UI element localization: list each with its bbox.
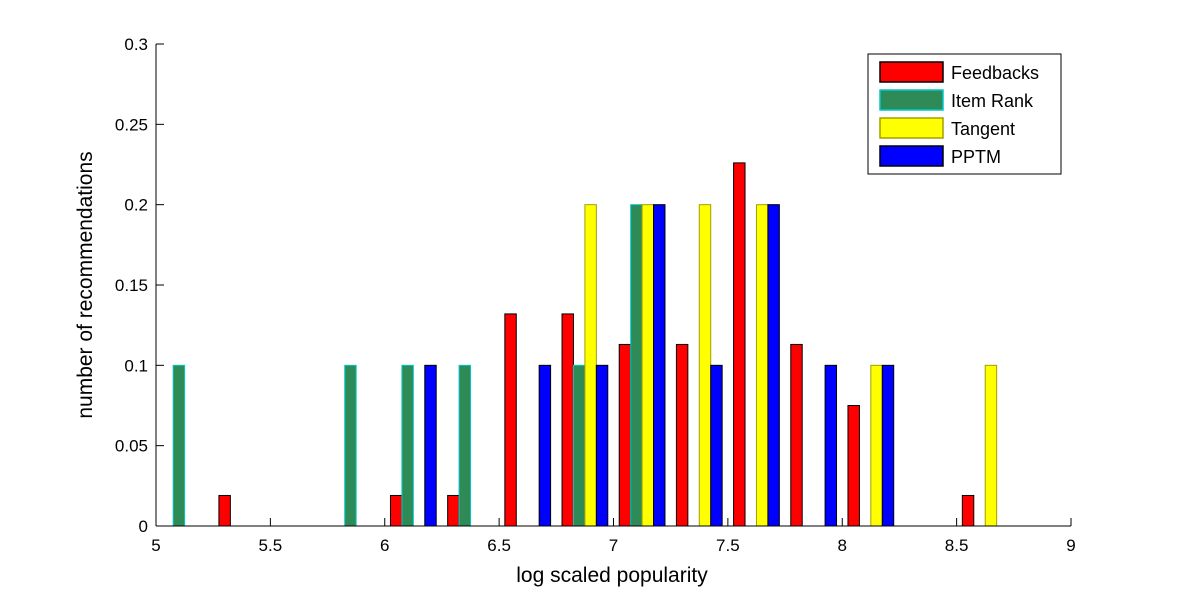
legend-swatch-item-rank [879, 89, 944, 111]
bar-pptm-4 [424, 364, 437, 527]
x-tick-label: 8.5 [945, 536, 969, 555]
bar-feedbacks-6 [504, 313, 517, 527]
bar-item-rank-4 [401, 364, 414, 527]
bar-tangent-10 [755, 204, 769, 527]
y-tick-label: 0.15 [115, 276, 148, 295]
bar-feedbacks-10 [733, 162, 746, 527]
bar-feedbacks-8 [618, 343, 632, 527]
y-tick-label: 0.05 [115, 437, 148, 456]
bar-pptm-9 [710, 364, 723, 527]
bar-item-rank-3 [344, 364, 357, 527]
y-axis-label: number of recommendations [74, 151, 97, 418]
x-ticks-group: 5 5.5 6 6.5 7 7.5 8 8.5 9 [151, 518, 1076, 555]
x-tick-label: 7 [609, 536, 618, 555]
y-tick-label: 0.3 [124, 35, 148, 54]
legend-swatch-feedbacks [879, 61, 944, 83]
y-tick-label: 0.1 [124, 356, 148, 375]
x-tick-label: 8 [838, 536, 847, 555]
x-axis-label: log scaled popularity [516, 564, 708, 587]
legend-label-item-rank: Item Rank [951, 91, 1034, 111]
bar-pptm-12 [881, 364, 895, 527]
bar-feedbacks-11 [790, 343, 803, 527]
bar-item-rank-7 [572, 364, 586, 527]
x-tick-label: 5.5 [259, 536, 283, 555]
bar-item-rank-8 [630, 204, 643, 527]
bar-feedbacks-5 [447, 494, 460, 527]
bar-feedbacks-7 [561, 313, 574, 527]
legend: Feedbacks Item Rank Tangent PPTM [867, 53, 1062, 175]
bar-tangent-9 [698, 204, 712, 527]
y-tick-label: 0.2 [124, 196, 148, 215]
legend-swatch-pptm [879, 145, 944, 167]
bar-tangent-12 [870, 364, 883, 527]
legend-label-feedbacks: Feedbacks [951, 63, 1039, 83]
x-tick-label: 7.5 [716, 536, 740, 555]
bar-feedbacks-12 [847, 405, 860, 527]
bar-tangent-7 [584, 204, 597, 527]
bar-item-rank-0 [172, 364, 186, 527]
bar-feedbacks-1 [218, 494, 231, 527]
bar-pptm-7 [595, 364, 609, 527]
bar-tangent-8 [641, 204, 655, 527]
bar-pptm-10 [767, 204, 780, 527]
bar-tangent-14 [984, 364, 998, 527]
bar-feedbacks-4 [389, 494, 403, 527]
y-tick-label: 0 [139, 517, 148, 536]
legend-label-pptm: PPTM [951, 147, 1001, 167]
y-ticks-group: 0 0.05 0.1 0.15 0.2 0.25 0.3 [115, 35, 164, 536]
x-tick-label: 5 [151, 536, 160, 555]
bar-pptm-11 [824, 364, 838, 527]
legend-swatch-tangent [879, 117, 944, 139]
bar-feedbacks-9 [675, 343, 689, 527]
y-tick-label: 0.25 [115, 115, 148, 134]
bar-pptm-6 [538, 364, 552, 527]
x-tick-label: 6.5 [487, 536, 511, 555]
x-tick-label: 6 [380, 536, 389, 555]
legend-label-tangent: Tangent [951, 119, 1015, 139]
bar-feedbacks-14 [961, 494, 975, 527]
bar-item-rank-5 [458, 364, 472, 527]
bar-pptm-8 [653, 204, 666, 527]
x-tick-label: 9 [1066, 536, 1075, 555]
